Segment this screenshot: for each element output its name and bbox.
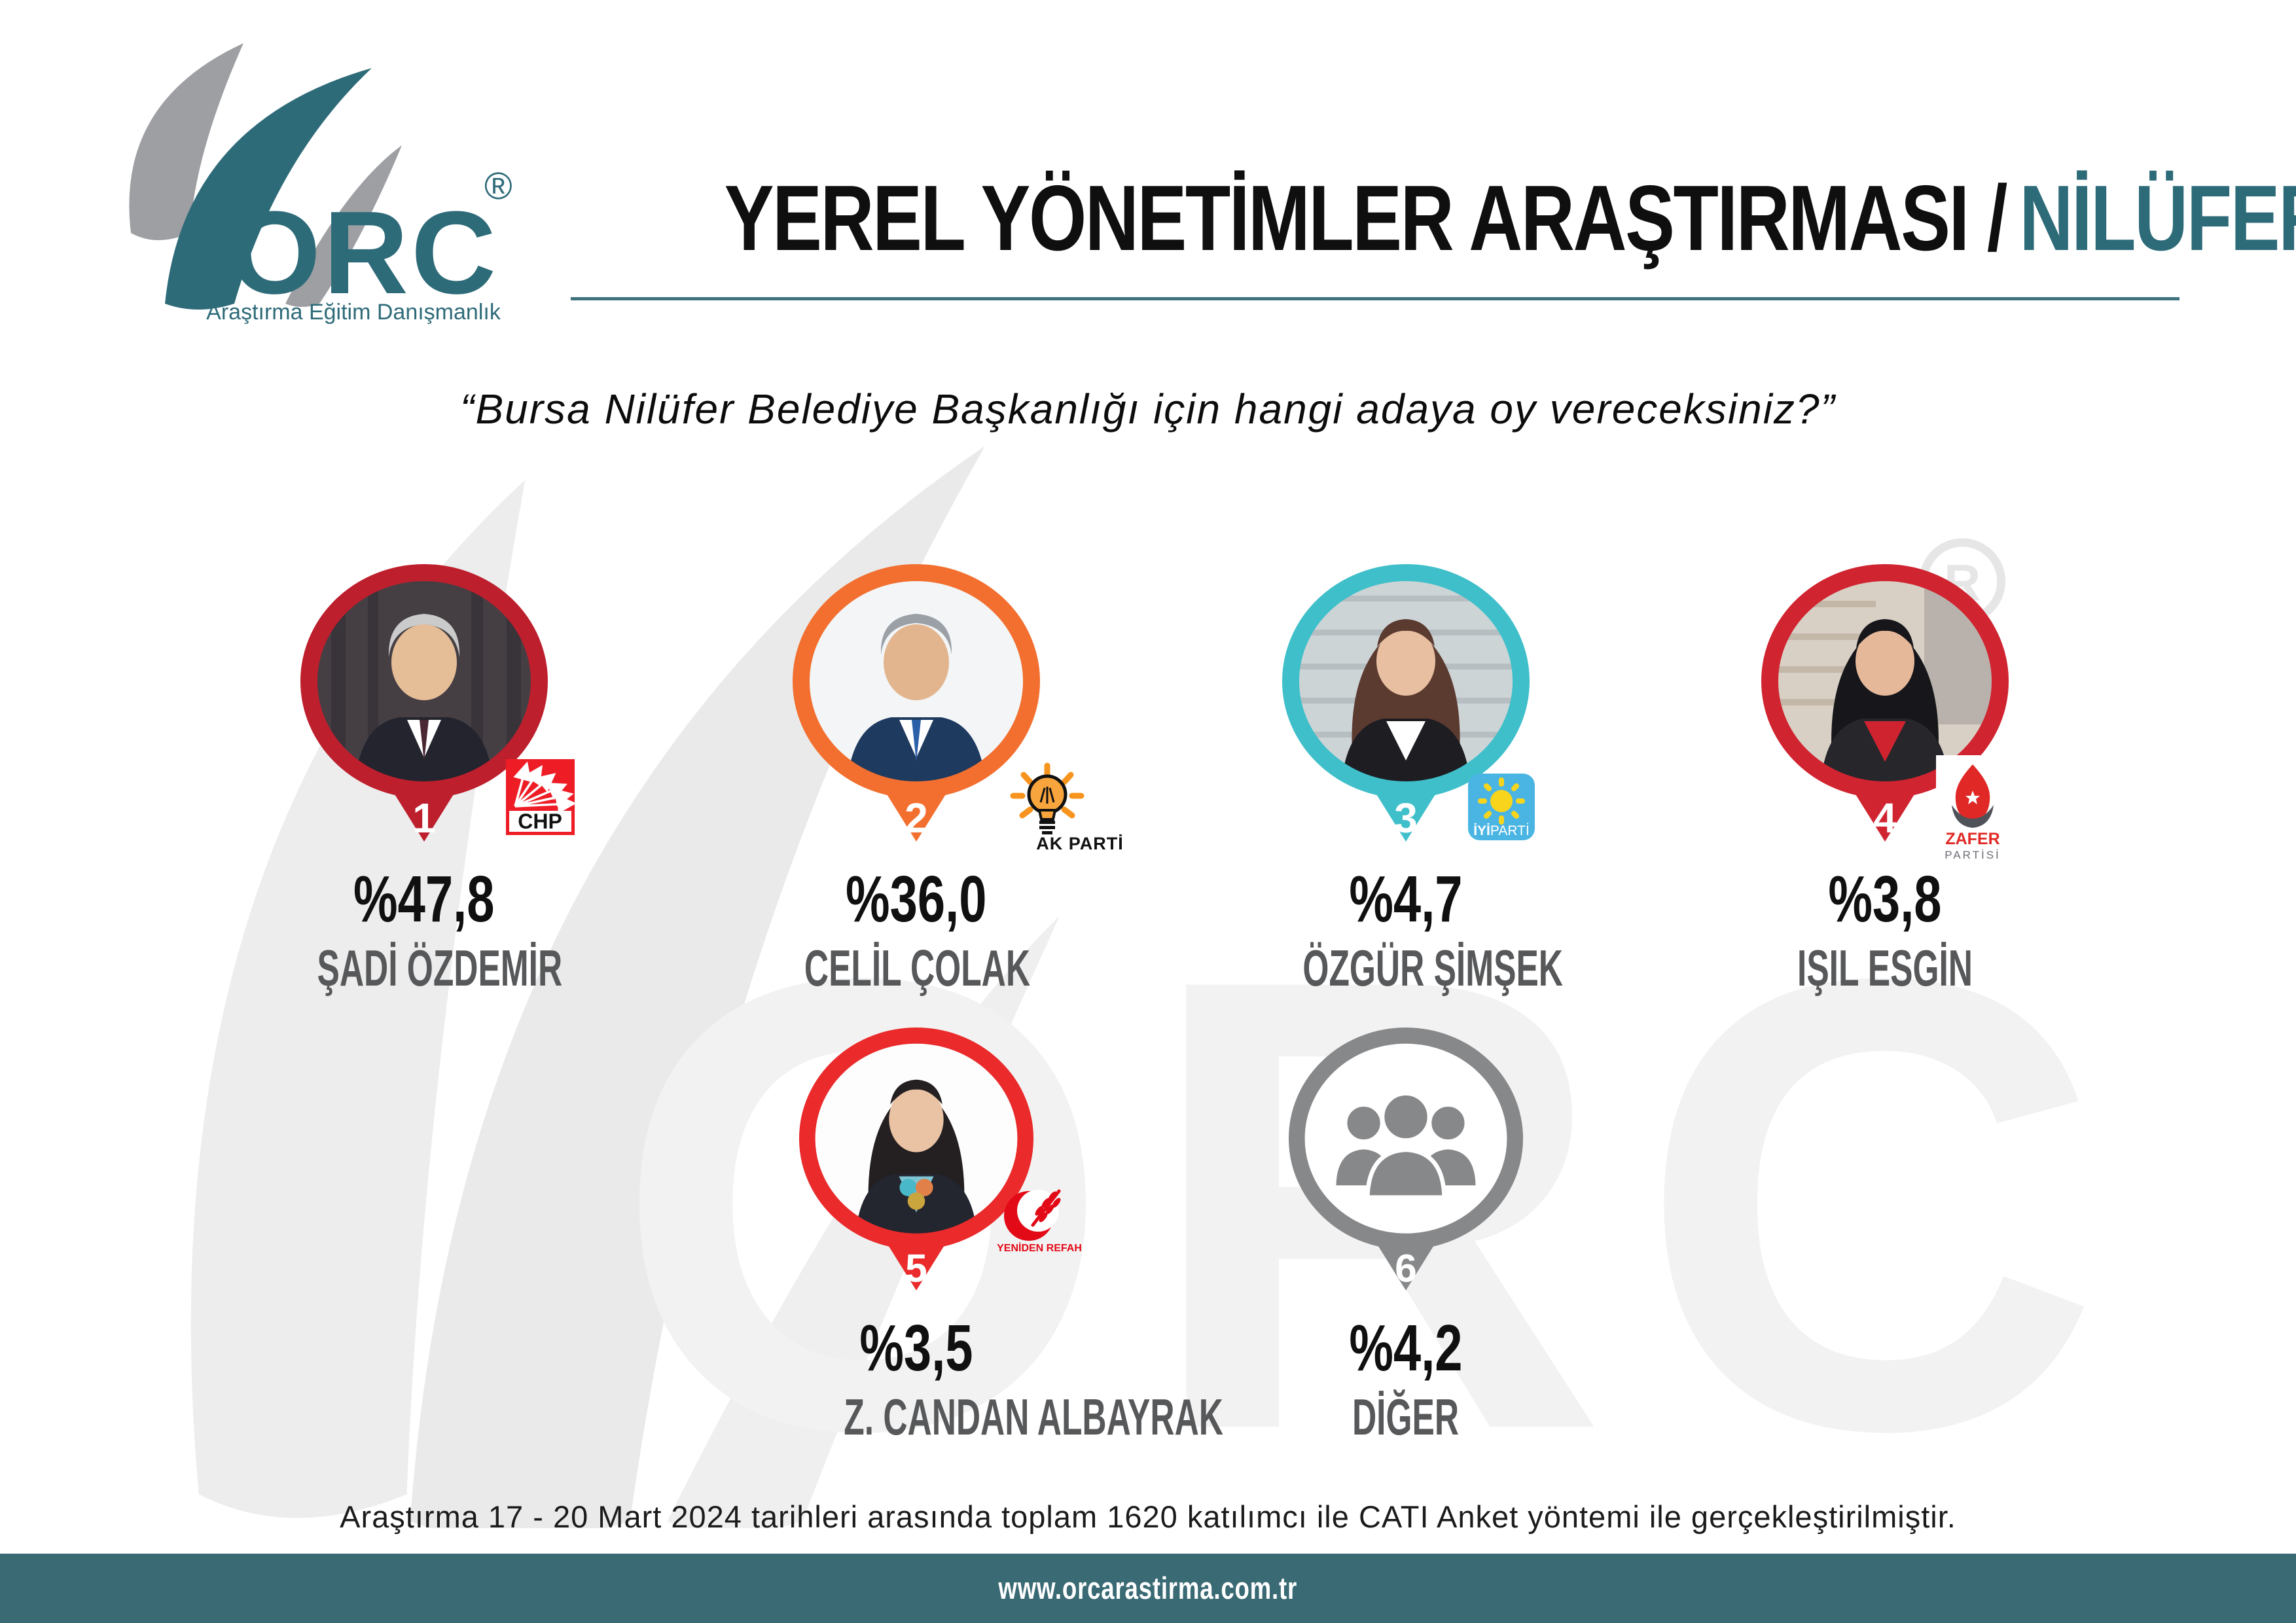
survey-question: “Bursa Nilüfer Belediye Başkanlığı için … [0,385,2296,433]
percent-value: %4,7 [1349,863,1463,936]
website-url: www.orcarastirma.com.tr [998,1571,1298,1605]
logo-blade-gray-icon [285,145,402,307]
candidate-card-isil-esgin: 4 ZAFER PARTİSİ %3,8 IŞIL ESGİN [1715,562,2055,993]
candidate-name: Z. CANDAN ALBAYRAK [844,1388,1223,1446]
orc-logo: ORC ® Araştırma Eğitim Danışmanlık [129,43,512,325]
logo-brand-text: ORC [229,187,499,319]
rank-badge: 2 [905,794,928,842]
iyi-label-bold: İYİ [1473,823,1490,838]
zafer-label: ZAFER [1945,830,2000,848]
candidate-pin-5: 5 [798,1027,1034,1291]
candidate-card-sadi-ozdemir: 1 CHP %47,8 ŞADİ ÖZDEMİR [254,562,594,993]
title-underline [571,297,2179,300]
candidate-pin-3: 3 [1282,564,1530,842]
candidate-name: ÖZGÜR ŞİMŞEK [1302,939,1563,997]
rank-badge: 1 [412,794,436,842]
percent-value: %36,0 [846,863,987,936]
rank-badge: 4 [1873,794,1897,842]
candidate-pin-6: 6 [1288,1027,1524,1291]
title-district: NİLÜFER [2019,166,2296,270]
percent-value: %4,2 [1349,1311,1463,1385]
yeniden-refah-party-logo: YENİDEN REFAH [997,1189,1082,1254]
yeniden-refah-label: YENİDEN REFAH [997,1242,1082,1254]
iyiparti-party-logo: İYİPARTİ [1468,774,1535,840]
candidate-photo [317,580,531,782]
candidate-photo [1299,580,1513,782]
survey-question-text: “Bursa Nilüfer Belediye Başkanlığı için … [460,385,1836,433]
candidate-card-ozgur-simsek: 3 İYİPARTİ %4,7 ÖZGÜR ŞİMŞEK [1236,562,1576,993]
chp-label: CHP [518,810,562,833]
akparti-label: AK PARTİ [1036,834,1124,853]
percent-value: %47,8 [353,863,495,936]
candidate-photo [809,580,1024,782]
logo-registered-mark: ® [484,165,512,207]
zafer-party-logo: ZAFER PARTİSİ [1936,755,2009,863]
akparti-party-logo: AK PARTİ [1010,762,1124,853]
iyi-label-light: PARTİ [1490,823,1530,838]
candidate-pin-1: 1 [300,564,548,842]
zafer-sublabel: PARTİSİ [1945,849,2001,861]
percent-value: %3,5 [859,1311,973,1385]
candidate-card-celil-colak: 2 AK PARTİ %36,0 CELİL ÇOLAK [746,562,1123,997]
candidate-name: IŞIL ESGİN [1797,939,1973,997]
rank-badge: 5 [905,1246,927,1291]
candidate-name: ŞADİ ÖZDEMİR [317,939,563,997]
candidate-photo [814,1043,1018,1234]
logo-petal-gray-icon [129,43,243,240]
rank-badge: 6 [1395,1246,1417,1291]
candidate-photo [1778,580,1992,782]
candidate-pin-2: 2 [793,564,1040,842]
candidate-name: DİĞER [1352,1388,1460,1446]
candidate-name: CELİL ÇOLAK [804,939,1030,997]
candidate-card-z-candan-albayrak: 5 YENİDEN REFAH %3,5 Z. CANDAN ALBAYRAK [746,1025,1223,1442]
svg-text:İYİPARTİ: İYİPARTİ [1473,823,1530,838]
candidate-pin-4: 4 [1761,564,2009,842]
candidate-card-diger: 6 %4,2 DİĞER [1236,1025,1576,1442]
logo-tagline: Araştırma Eğitim Danışmanlık [206,300,501,325]
survey-disclaimer: Araştırma 17 - 20 Mart 2024 tarihleri ar… [340,1499,1956,1534]
logo-petal-teal-icon [165,68,372,310]
percent-value: %3,8 [1828,863,1942,936]
title-main: YEREL YÖNETİMLER ARAŞTIRMASI / [724,166,2008,270]
page-title: YEREL YÖNETİMLER ARAŞTIRMASI / NİLÜFER [524,166,2296,270]
bottom-bar: www.orcarastirma.com.tr [0,1554,2296,1623]
other-group-icon [1304,1043,1508,1234]
rank-badge: 3 [1394,794,1418,842]
chp-party-logo: CHP [506,759,575,835]
